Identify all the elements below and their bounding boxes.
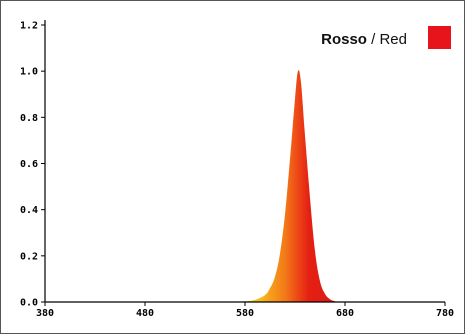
y-tick-label: 1.0 — [20, 67, 38, 78]
y-tick-label: 0.0 — [20, 298, 38, 309]
legend-label: Rosso / Red — [321, 31, 407, 48]
x-tick-label: 680 — [336, 308, 354, 319]
series-area-0 — [45, 70, 445, 302]
y-tick-label: 0.6 — [20, 159, 38, 170]
x-tick-label: 480 — [136, 308, 154, 319]
legend-swatch — [428, 26, 451, 49]
x-tick-label: 380 — [36, 308, 54, 319]
legend-plain-label: Red — [379, 31, 407, 48]
legend: Rosso / Red — [321, 26, 451, 49]
legend-separator: / — [367, 31, 380, 48]
y-tick-label: 0.8 — [20, 113, 38, 124]
y-tick-label: 0.2 — [20, 251, 38, 262]
x-tick-label: 780 — [436, 308, 454, 319]
y-tick-label: 1.2 — [20, 21, 38, 32]
y-tick-label: 0.4 — [20, 205, 38, 216]
x-tick-label: 580 — [236, 308, 254, 319]
legend-bold-label: Rosso — [321, 31, 367, 48]
